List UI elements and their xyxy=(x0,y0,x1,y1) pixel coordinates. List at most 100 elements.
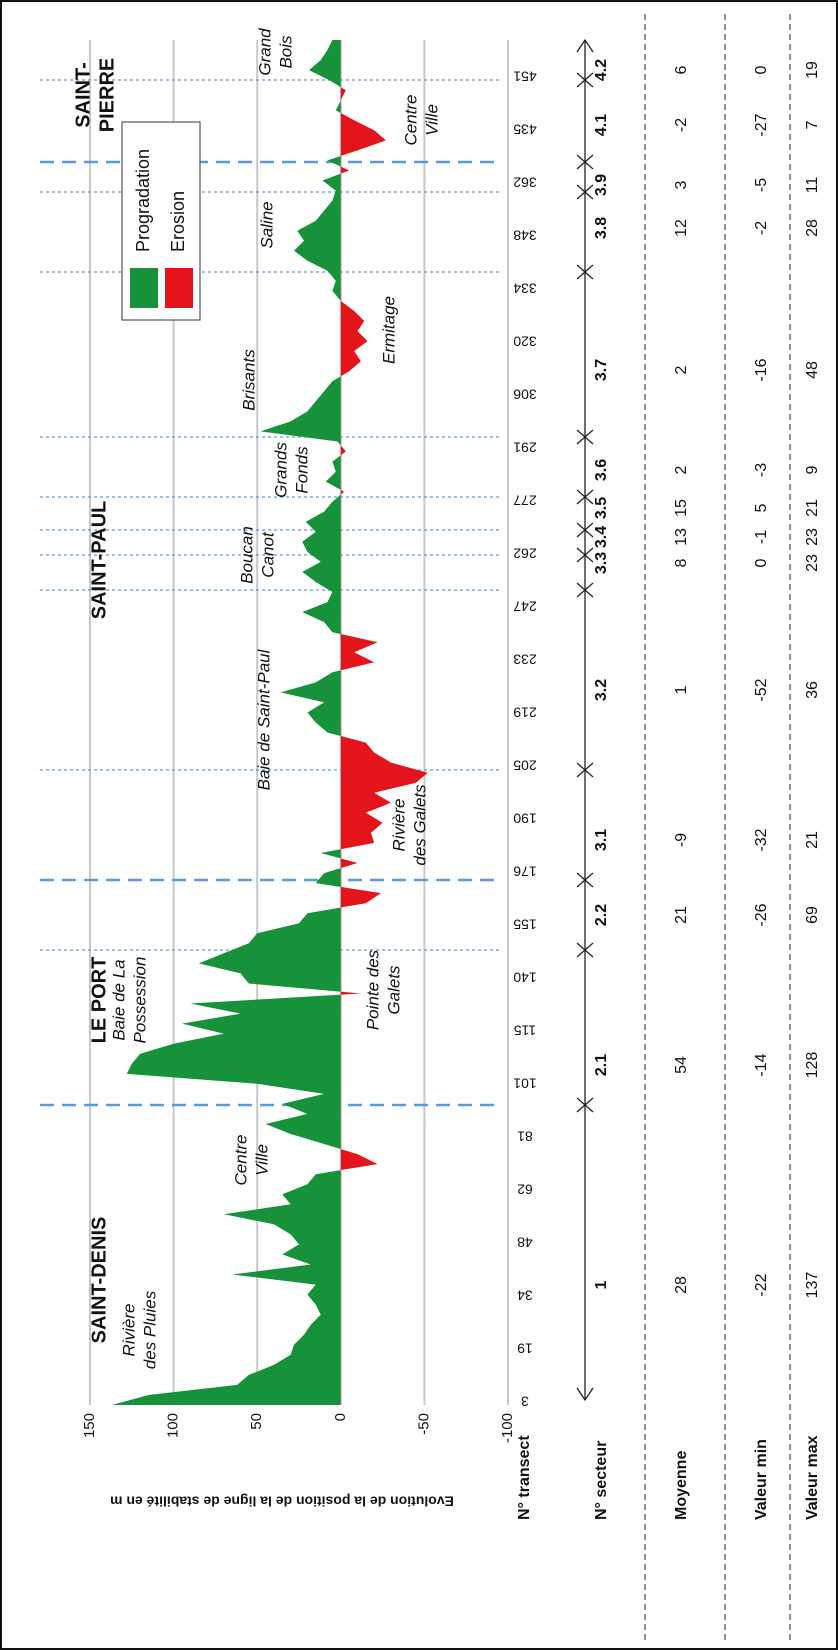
sector-mean: 21 xyxy=(673,906,690,924)
annotation: Bois xyxy=(276,35,295,69)
sector-id: 3.8 xyxy=(593,217,610,239)
sector-mean: -9 xyxy=(673,833,690,847)
sector-min: -27 xyxy=(753,113,770,136)
annotation: des Pluies xyxy=(140,1290,159,1369)
region-title: SAINT-DENIS xyxy=(88,1217,110,1344)
annotation: Galets xyxy=(384,965,403,1015)
transect-label: 334 xyxy=(513,280,537,296)
transect-label: 262 xyxy=(513,545,537,561)
sector-id: 3.3 xyxy=(593,552,610,574)
cross-mark xyxy=(576,264,594,280)
sector-min: -52 xyxy=(753,678,770,701)
y-tick-label: 150 xyxy=(81,1413,98,1438)
annotation: Ville xyxy=(252,1144,271,1176)
annotation: Boucan xyxy=(237,526,256,584)
transect-label: 48 xyxy=(517,1234,533,1250)
transect-label: 451 xyxy=(513,68,537,84)
sector-max: 19 xyxy=(804,61,821,79)
cross-mark xyxy=(576,1097,594,1113)
region-title: PIERRE xyxy=(96,58,118,132)
sector-mean: 3 xyxy=(673,180,690,189)
legend-swatch xyxy=(165,268,193,308)
cross-mark xyxy=(576,547,594,563)
sector-mean: 13 xyxy=(673,528,690,546)
sector-mean: 54 xyxy=(673,1056,690,1074)
sector-mean: 2 xyxy=(673,365,690,374)
annotation: Fonds xyxy=(292,446,311,494)
cross-mark xyxy=(576,522,594,538)
sector-max: 23 xyxy=(804,528,821,546)
cross-mark xyxy=(576,154,594,170)
sector-id: 3.7 xyxy=(593,359,610,381)
cross-mark xyxy=(576,762,594,778)
y-tick-label: 0 xyxy=(332,1413,349,1421)
sector-id: 2.2 xyxy=(593,904,610,926)
y-tick-label: -50 xyxy=(415,1413,432,1435)
transect-label: 291 xyxy=(513,439,537,455)
sector-min: -3 xyxy=(753,463,770,477)
sector-max: 69 xyxy=(804,906,821,924)
arrow-head xyxy=(576,1387,594,1402)
sector-min: 0 xyxy=(753,558,770,567)
transect-label: 140 xyxy=(513,969,537,985)
row-label: N° secteur xyxy=(593,1441,610,1520)
annotation: Brisants xyxy=(239,349,258,411)
sector-mean: 28 xyxy=(673,1276,690,1294)
legend-label: Progradation xyxy=(133,149,153,252)
sector-id: 3.4 xyxy=(593,526,610,548)
sector-mean: 6 xyxy=(673,65,690,74)
transect-label: 205 xyxy=(513,757,537,773)
cross-mark xyxy=(576,582,594,598)
sector-max: 23 xyxy=(804,554,821,572)
cross-mark xyxy=(576,942,594,958)
sector-max: 48 xyxy=(804,361,821,379)
row-label: Moyenne xyxy=(673,1451,690,1520)
transect-label: 62 xyxy=(517,1181,533,1197)
sector-mean: 2 xyxy=(673,465,690,474)
annotation: Possession xyxy=(130,957,149,1044)
annotation: Grand xyxy=(255,28,274,76)
sector-id: 2.1 xyxy=(593,1054,610,1076)
region-title: SAINT- xyxy=(72,62,94,128)
sector-max: 21 xyxy=(804,499,821,517)
transect-label: 34 xyxy=(517,1287,533,1303)
sector-mean: 1 xyxy=(673,685,690,694)
sector-max: 21 xyxy=(804,831,821,849)
sector-min: 0 xyxy=(753,65,770,74)
y-tick-label: -100 xyxy=(499,1413,516,1443)
region-title: LE PORT xyxy=(88,957,110,1044)
transect-label: 19 xyxy=(517,1340,533,1356)
sector-max: 7 xyxy=(804,120,821,129)
transect-label: 233 xyxy=(513,651,537,667)
transect-label: 435 xyxy=(513,121,537,137)
transect-label: 306 xyxy=(513,386,537,402)
sector-min: -16 xyxy=(753,358,770,381)
cross-mark xyxy=(576,872,594,888)
annotation: Rivière xyxy=(119,1304,138,1357)
sector-min: -32 xyxy=(753,828,770,851)
sector-mean: 15 xyxy=(673,499,690,517)
sector-mean: 12 xyxy=(673,219,690,237)
sector-mean: 8 xyxy=(673,558,690,567)
annotation: Grands xyxy=(271,442,290,498)
row-label: Valeur max xyxy=(804,1435,821,1520)
transect-label: 362 xyxy=(513,174,537,190)
cross-mark xyxy=(576,184,594,200)
transect-label: 277 xyxy=(513,492,537,508)
transect-label: 348 xyxy=(513,227,537,243)
cross-mark xyxy=(576,429,594,445)
transect-label: 81 xyxy=(517,1128,533,1144)
annotation: Centre xyxy=(231,1134,250,1185)
transect-label: 115 xyxy=(514,1022,537,1038)
legend-swatch xyxy=(130,268,158,308)
annotation: Baie de Saint-Paul xyxy=(254,648,273,790)
sector-min: -26 xyxy=(753,903,770,926)
transect-label: 3 xyxy=(521,1393,529,1409)
transect-label: 101 xyxy=(513,1075,537,1091)
sector-max: 28 xyxy=(804,219,821,237)
annotation: Rivière xyxy=(389,799,408,852)
transect-label: 320 xyxy=(513,333,537,349)
y-axis-title: Evolution de la position de la ligne de … xyxy=(110,1493,454,1509)
sector-id: 1 xyxy=(593,1280,610,1289)
